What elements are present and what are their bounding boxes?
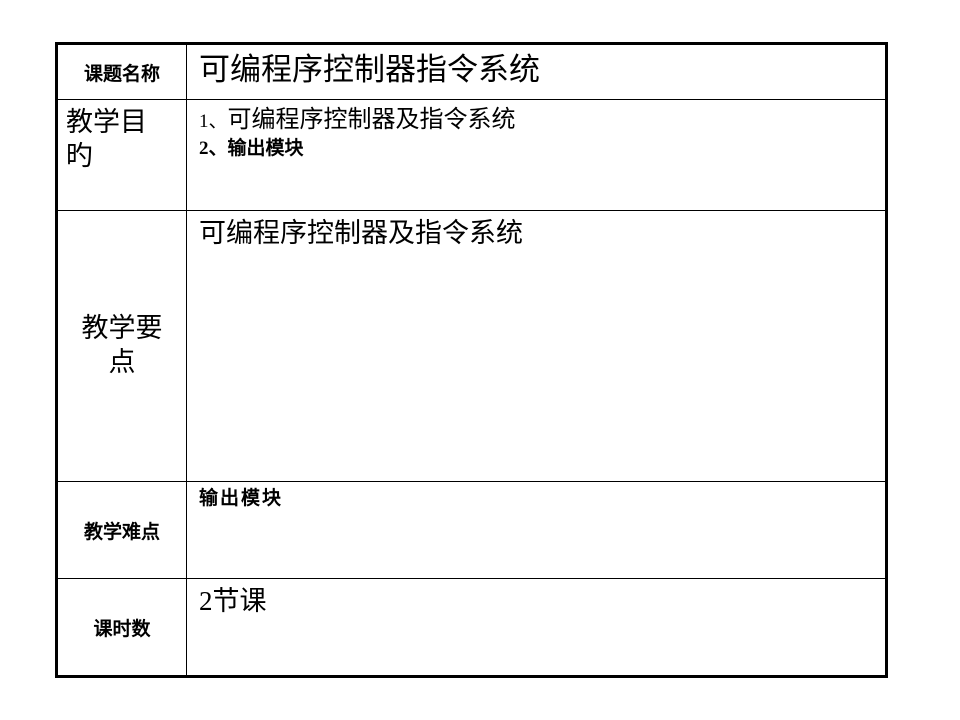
label-topic-name: 课题名称 (58, 45, 186, 99)
label-cell-objectives: 教学目旳 (57, 100, 187, 211)
content-cell-difficulty: 输出模块 (187, 482, 887, 579)
table-row: 教学目旳 1、可编程序控制器及指令系统 2、输出模块 (57, 100, 887, 211)
objectives-list: 1、可编程序控制器及指令系统 2、输出模块 (187, 100, 885, 162)
content-cell-hours: 2节课 (187, 579, 887, 677)
objective-1-text: 可编程序控制器及指令系统 (228, 107, 516, 133)
objective-2-sep: 、 (209, 138, 228, 159)
hours-number: 2 (199, 586, 213, 616)
label-hours: 课时数 (58, 579, 186, 675)
label-keypoints-text: 教学要点 (82, 312, 163, 380)
label-objectives: 教学目旳 (58, 100, 186, 174)
objective-2-prefix: 2 (199, 138, 209, 159)
label-objectives-text: 教学目旳 (66, 107, 147, 171)
objective-line-2: 2、输出模块 (199, 136, 875, 162)
table-row: 课题名称 可编程序控制器指令系统 (57, 44, 887, 100)
objective-1-prefix: 1 (199, 111, 209, 132)
content-cell-keypoints: 可编程序控制器及指令系统 (187, 211, 887, 482)
topic-name-value: 可编程序控制器指令系统 (187, 45, 885, 91)
table-row: 教学要点 可编程序控制器及指令系统 (57, 211, 887, 482)
label-cell-topic-name: 课题名称 (57, 44, 187, 100)
objective-1-sep: 、 (209, 111, 228, 132)
hours-unit: 节课 (213, 586, 267, 616)
objective-line-1: 1、可编程序控制器及指令系统 (199, 104, 875, 136)
table-row: 课时数 2节课 (57, 579, 887, 677)
keypoints-value: 可编程序控制器及指令系统 (187, 211, 885, 251)
label-keypoints: 教学要点 (58, 211, 186, 481)
label-cell-difficulty: 教学难点 (57, 482, 187, 579)
objective-2-text: 输出模块 (228, 138, 304, 159)
difficulty-value: 输出模块 (187, 482, 885, 512)
label-difficulty: 教学难点 (58, 482, 186, 578)
table-row: 教学难点 输出模块 (57, 482, 887, 579)
lesson-plan-table: 课题名称 可编程序控制器指令系统 教学目旳 1、可编程序控制器及指令系统 2、输… (55, 42, 888, 678)
hours-value: 2节课 (187, 579, 885, 619)
label-cell-keypoints: 教学要点 (57, 211, 187, 482)
content-cell-objectives: 1、可编程序控制器及指令系统 2、输出模块 (187, 100, 887, 211)
content-cell-topic-name: 可编程序控制器指令系统 (187, 44, 887, 100)
page: 课题名称 可编程序控制器指令系统 教学目旳 1、可编程序控制器及指令系统 2、输… (0, 0, 960, 720)
label-cell-hours: 课时数 (57, 579, 187, 677)
